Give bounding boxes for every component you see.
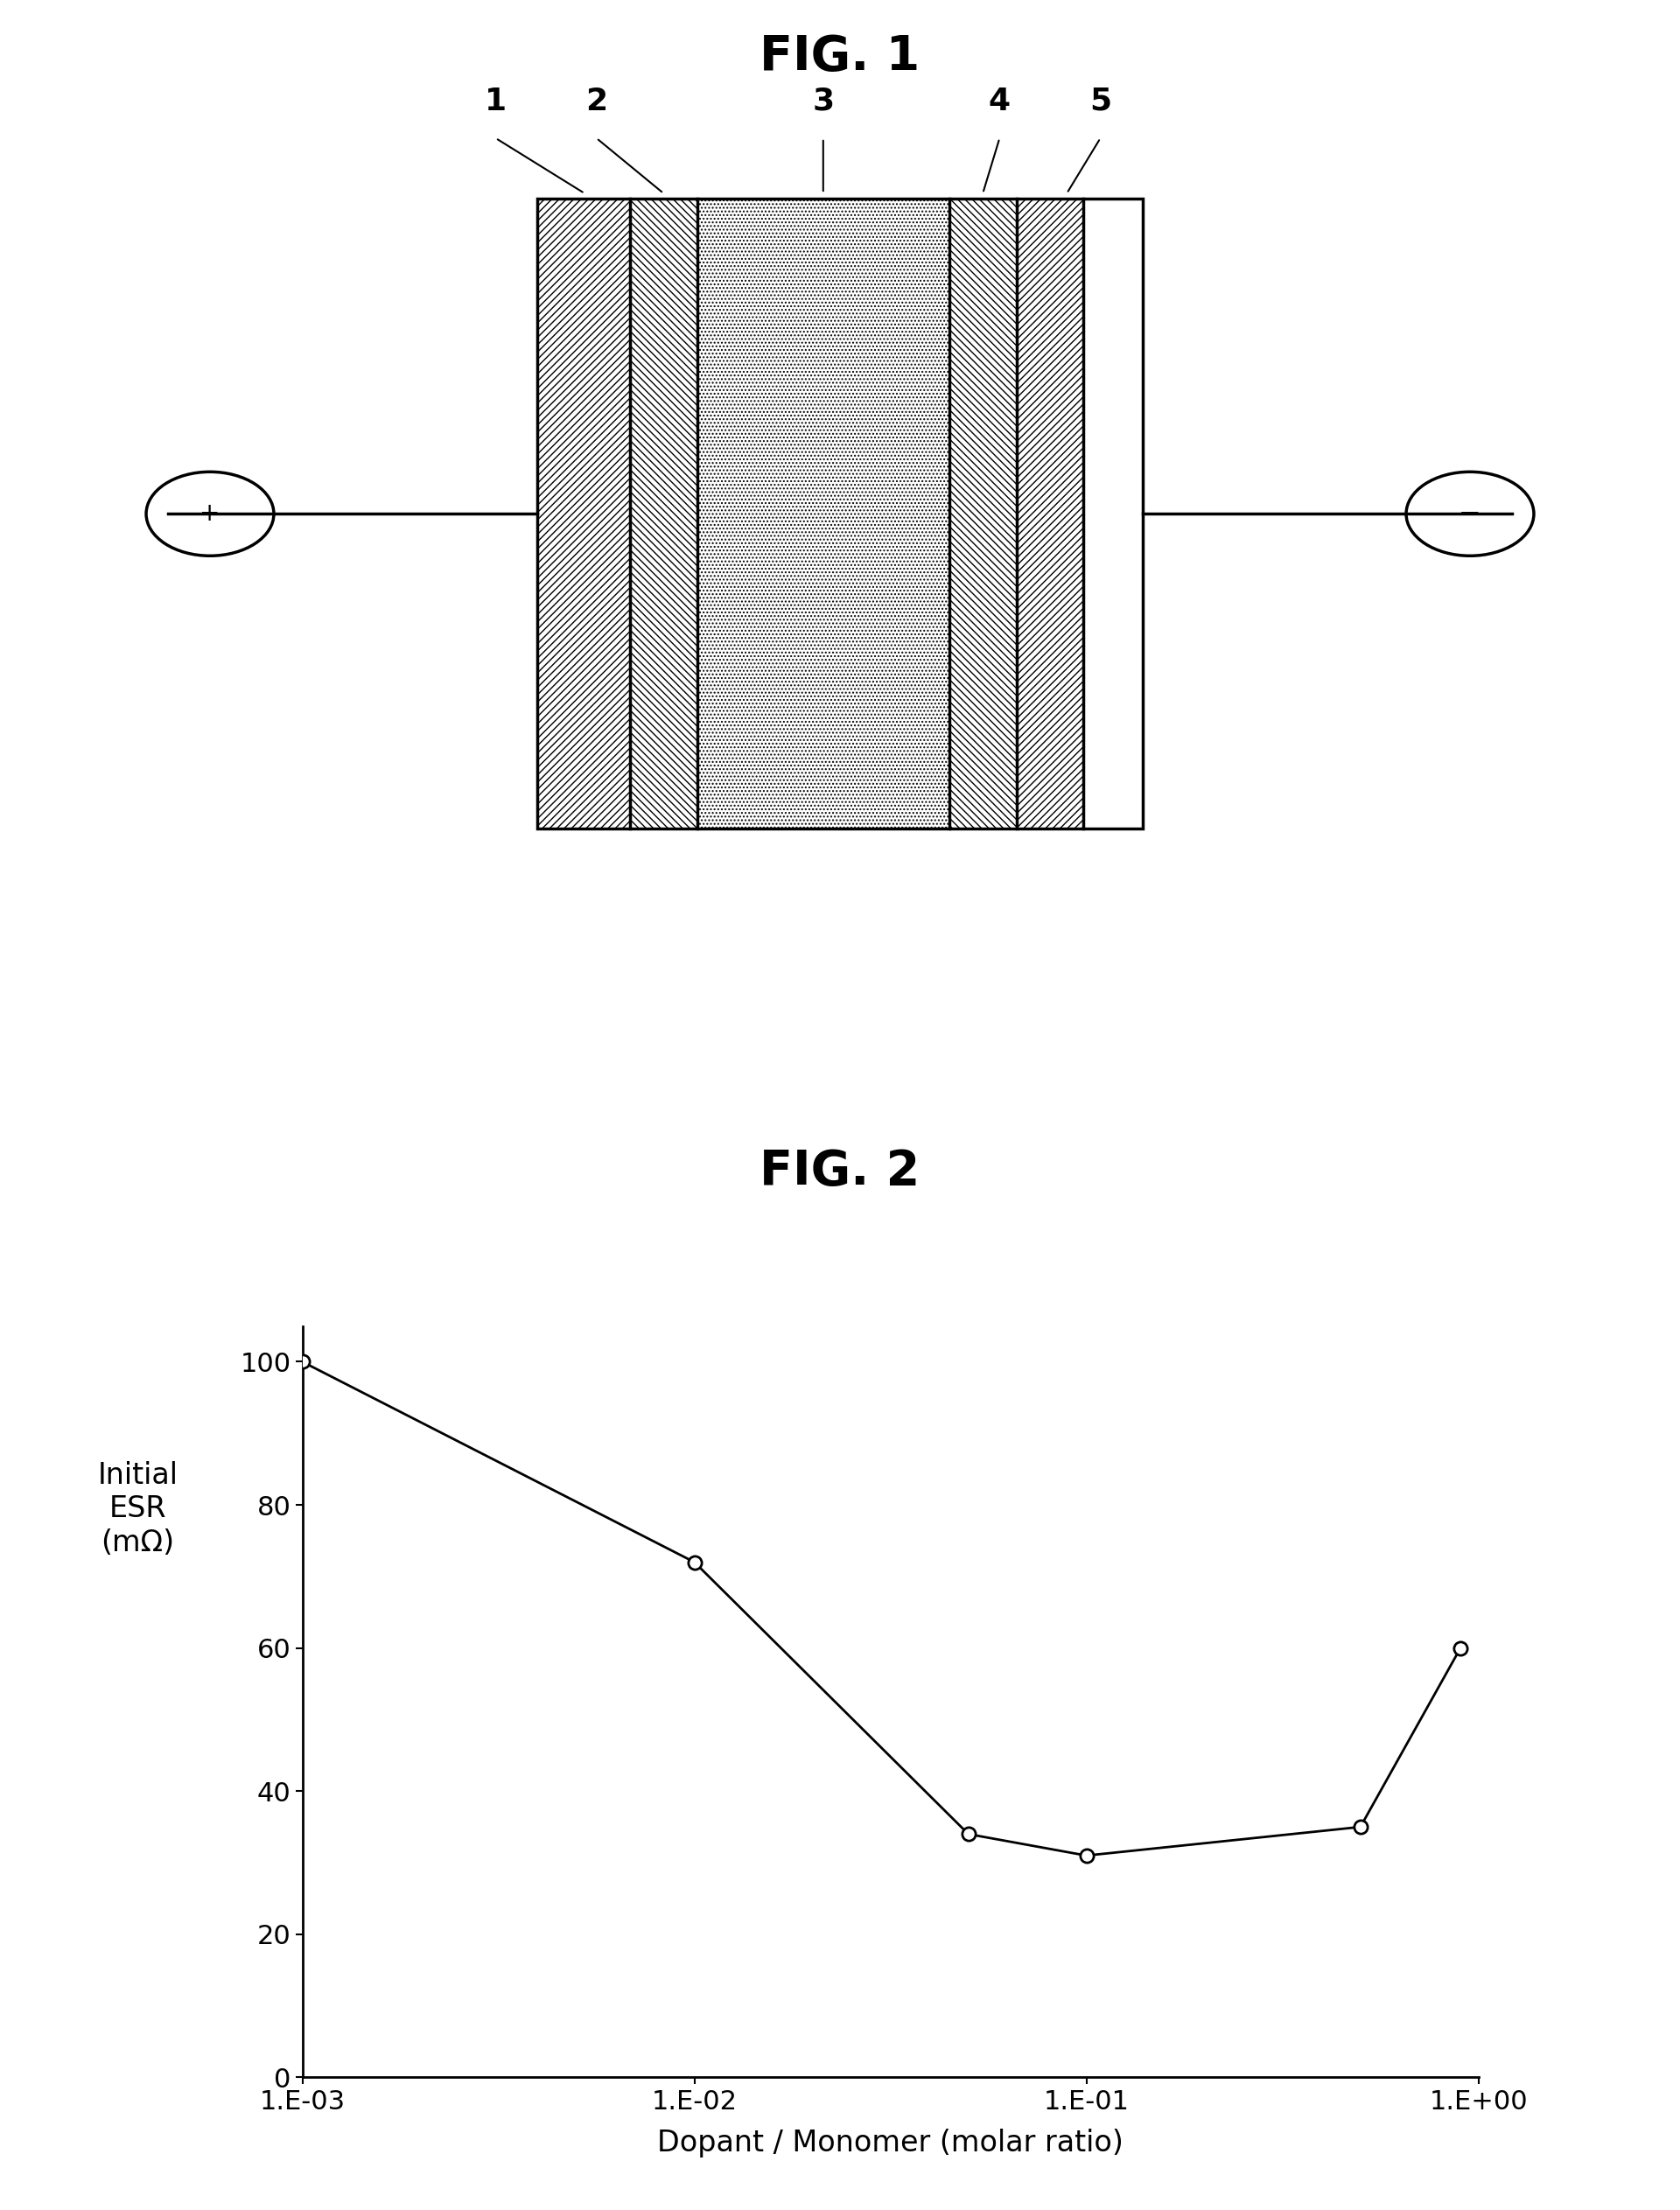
Bar	[697, 199, 949, 829]
Text: 2: 2	[585, 86, 608, 115]
Text: FIG. 2: FIG. 2	[759, 1147, 921, 1196]
Y-axis label: Initial
ESR
(mΩ): Initial ESR (mΩ)	[97, 1461, 178, 1558]
Text: 3: 3	[811, 86, 835, 115]
Text: +: +	[200, 502, 220, 526]
X-axis label: Dopant / Monomer (molar ratio): Dopant / Monomer (molar ratio)	[657, 2128, 1124, 2157]
Text: 4: 4	[988, 86, 1011, 115]
Text: 1: 1	[484, 86, 507, 115]
Bar	[538, 199, 1142, 829]
Text: 5: 5	[1089, 86, 1112, 115]
Bar	[630, 199, 697, 829]
Bar	[1016, 199, 1084, 829]
Bar	[538, 199, 630, 829]
Bar	[949, 199, 1016, 829]
Text: FIG. 1: FIG. 1	[759, 33, 921, 80]
Text: −: −	[1458, 502, 1482, 526]
